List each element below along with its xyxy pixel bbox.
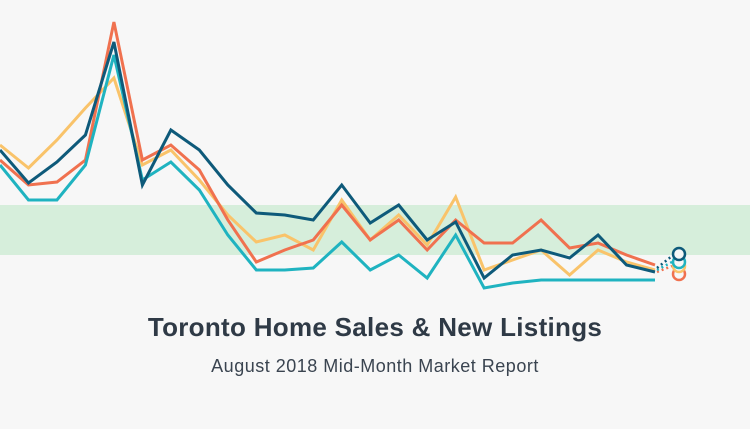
title: Toronto Home Sales & New Listings [147, 312, 603, 342]
series-line [0, 54, 655, 290]
connector [656, 264, 673, 274]
subtitle: August 2018 Mid-Month Market Report [211, 356, 539, 376]
series-line [0, 75, 656, 277]
series-line [0, 41, 656, 281]
band [0, 205, 750, 255]
end-dot [671, 246, 687, 262]
connector [656, 255, 673, 269]
connector [656, 260, 673, 272]
lines [0, 21, 656, 290]
series-line [0, 21, 656, 267]
chart [0, 21, 750, 290]
